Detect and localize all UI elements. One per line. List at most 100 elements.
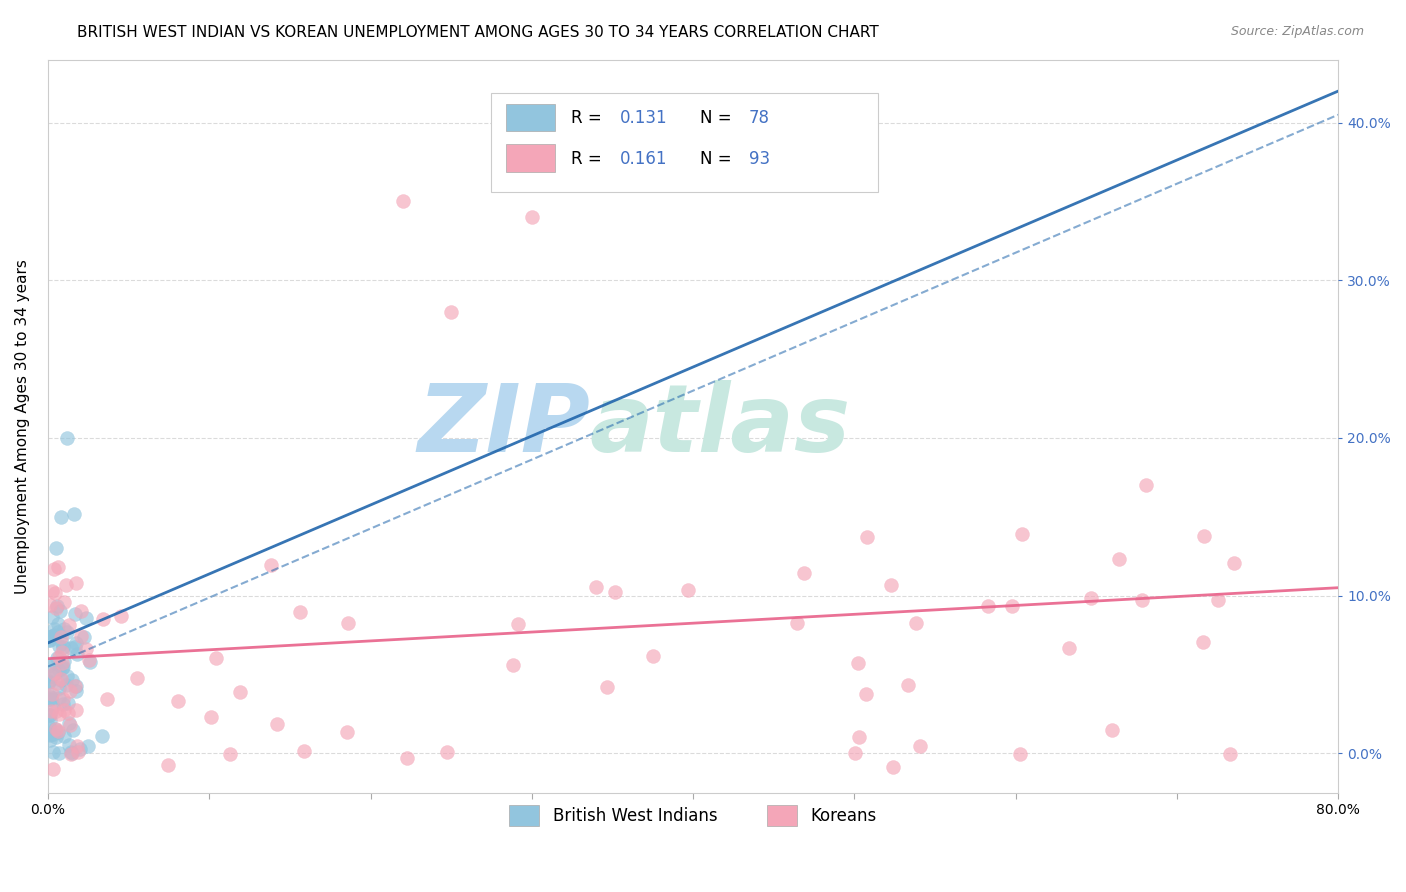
Point — [51, 636, 73, 650]
Point — [48, 650, 70, 665]
Point — [37, 658, 59, 673]
Point — [52, 697, 75, 711]
Point — [1108, 551, 1130, 566]
Point — [52, 660, 75, 674]
Point — [1219, 747, 1241, 761]
Point — [38, 707, 60, 722]
Point — [66, 647, 89, 661]
Point — [44, 628, 66, 642]
Point — [1223, 556, 1246, 570]
Point — [51, 661, 73, 675]
Point — [678, 582, 700, 597]
Point — [41, 669, 63, 683]
Point — [38, 692, 60, 706]
Point — [641, 649, 664, 664]
Point — [38, 675, 60, 690]
Text: BRITISH WEST INDIAN VS KOREAN UNEMPLOYMENT AMONG AGES 30 TO 34 YEARS CORRELATION: BRITISH WEST INDIAN VS KOREAN UNEMPLOYME… — [77, 25, 879, 40]
Point — [229, 685, 252, 699]
Text: 93: 93 — [748, 150, 769, 168]
Point — [1008, 747, 1031, 762]
Point — [53, 622, 76, 636]
Point — [846, 657, 869, 671]
Point — [1001, 599, 1024, 614]
Point — [266, 717, 288, 731]
Point — [603, 585, 626, 599]
Point — [39, 690, 62, 705]
Point — [882, 760, 904, 774]
Point — [1011, 527, 1033, 541]
Point — [440, 305, 463, 319]
Point — [48, 663, 70, 677]
Point — [49, 673, 72, 687]
Point — [44, 585, 66, 599]
Point — [49, 630, 72, 644]
Point — [65, 683, 87, 698]
Point — [79, 655, 101, 669]
Point — [76, 739, 98, 754]
Point — [59, 684, 82, 698]
Point — [38, 727, 60, 741]
Text: 0.161: 0.161 — [620, 150, 666, 168]
Bar — [506, 103, 555, 131]
Point — [585, 580, 607, 594]
Point — [65, 575, 87, 590]
Point — [45, 730, 67, 744]
Point — [51, 645, 73, 659]
Point — [38, 630, 60, 644]
Point — [59, 718, 82, 732]
Point — [52, 595, 75, 609]
Point — [219, 747, 242, 761]
Legend: British West Indians, Koreans: British West Indians, Koreans — [499, 796, 887, 836]
Point — [77, 653, 100, 667]
Point — [58, 618, 80, 632]
Point — [110, 609, 132, 624]
Point — [56, 696, 79, 710]
Point — [39, 708, 62, 723]
Point — [72, 630, 94, 644]
Point — [127, 671, 149, 685]
Point — [38, 632, 60, 647]
Text: Source: ZipAtlas.com: Source: ZipAtlas.com — [1230, 25, 1364, 38]
Point — [41, 745, 63, 759]
Point — [45, 600, 67, 615]
Y-axis label: Unemployment Among Ages 30 to 34 years: Unemployment Among Ages 30 to 34 years — [15, 259, 30, 593]
Point — [844, 747, 866, 761]
Point — [793, 566, 815, 581]
Point — [905, 615, 928, 630]
Point — [96, 692, 118, 706]
Point — [39, 733, 62, 747]
Point — [45, 541, 67, 556]
Text: 78: 78 — [748, 109, 769, 128]
Point — [39, 704, 62, 718]
Point — [45, 599, 67, 614]
Point — [1130, 593, 1153, 607]
Point — [55, 577, 77, 591]
Point — [66, 745, 89, 759]
Point — [42, 665, 65, 680]
Point — [44, 666, 66, 681]
Text: R =: R = — [571, 150, 606, 168]
Point — [436, 745, 458, 759]
Point — [65, 636, 87, 650]
Text: N =: N = — [700, 150, 737, 168]
Point — [336, 724, 359, 739]
Point — [46, 676, 69, 690]
Point — [53, 655, 76, 669]
Point — [62, 507, 84, 521]
Point — [49, 673, 72, 688]
Point — [63, 607, 86, 621]
Point — [58, 716, 80, 731]
Point — [49, 603, 72, 617]
Point — [58, 706, 80, 720]
Point — [205, 651, 228, 665]
Point — [90, 729, 112, 743]
Point — [53, 729, 76, 743]
Point — [1206, 593, 1229, 607]
Point — [42, 562, 65, 576]
Point — [157, 758, 180, 772]
Point — [977, 599, 1000, 614]
Text: ZIP: ZIP — [418, 380, 591, 472]
Point — [41, 630, 63, 644]
Text: N =: N = — [700, 109, 737, 128]
Point — [39, 692, 62, 706]
